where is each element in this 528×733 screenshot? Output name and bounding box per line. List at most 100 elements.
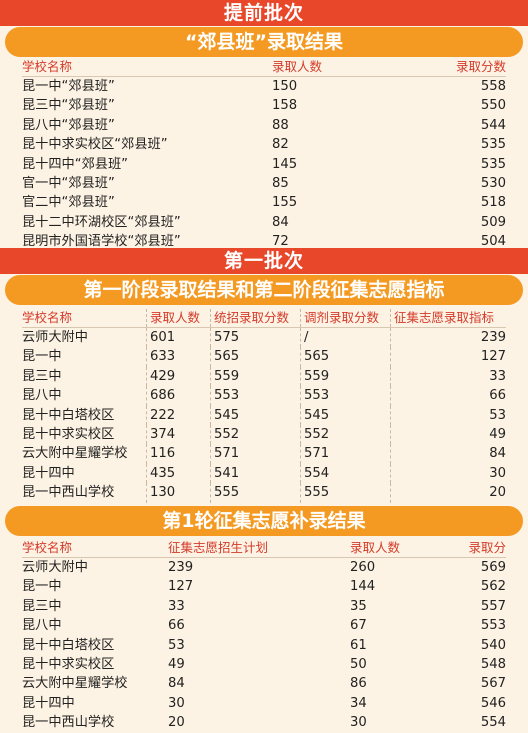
cell-school-name: 昆一中“郊县班” [22,79,115,94]
col-admission-score: 录取分 [468,540,506,555]
cell-admitted-count: 30 [350,715,367,731]
table-row: 昆十四中 30 34 546 [22,694,506,713]
table-header: 学校名称 录取人数 录取分数 [22,58,506,77]
table-header: 学校名称 征集志愿招生计划 录取人数 录取分 [22,539,506,558]
cell-solicitation-quota: 30 [390,463,506,484]
cell-adjusted-score: 565 [300,347,390,367]
table-county-class: 学校名称 录取人数 录取分数 昆一中“郊县班” 150 558 昆三中“郊县班” 158… [22,58,506,252]
table-row: 昆十四中“郊县班” 145 535 [22,155,506,174]
table-first-batch: 学校名称 录取人数 统招录取分数 调剂录取分数 征集志愿录取指标 云师大附中 60… [22,309,506,503]
table-row: 昆一中 633 565 565 127 [22,347,506,367]
cell-adjusted-score: / [300,328,390,348]
cell-adjusted-score: 571 [300,444,390,464]
cell-unified-score: 552 [210,424,300,445]
cell-school-name: 昆十中白塔校区 [22,637,115,653]
cell-admitted-count: 35 [350,598,367,614]
cell-admission-score: 504 [480,234,506,250]
cell-admitted-count: 116 [146,444,210,464]
cell-school-name: 官二中“郊县班” [22,195,115,211]
table-row: 昆十中求实校区“郊县班” 82 535 [22,135,506,154]
table-row: 官二中“郊县班” 155 518 [22,193,506,212]
cell-adjusted-score: 554 [300,463,390,484]
table-row: 昆十中白塔校区 53 61 540 [22,636,506,655]
cell-admitted-count: 155 [272,195,298,211]
table-row: 昆八中 686 553 553 66 [22,386,506,406]
cell-school-name: 昆一中 [22,579,62,595]
table-row: 昆一中西山学校 20 30 554 [22,713,506,732]
cell-solicitation-quota: 239 [390,328,506,348]
col-school-name: 学校名称 [22,59,73,74]
cell-school-name: 昆八中“郊县班” [22,117,115,133]
cell-school-name: 昆一中西山学校 [22,485,115,501]
cell-admitted-count: 601 [146,328,210,348]
col-unified-score: 统招录取分数 [210,309,300,327]
cell-admitted-count: 61 [350,637,367,653]
subtitle-supplementary-round: 第1轮征集志愿补录结果 [5,506,523,536]
cell-school-name: 昆十中求实校区 [22,656,115,672]
col-admitted-count: 录取人数 [272,59,323,74]
cell-school-name: 昆十四中 [22,465,75,481]
table-row: 官一中“郊县班” 85 530 [22,174,506,193]
cell-school-name: 昆十中白塔校区 [22,407,115,423]
cell-admission-score: 509 [480,214,506,230]
table-row: 昆十中求实校区 374 552 552 49 [22,424,506,445]
cell-unified-score: 559 [210,366,300,387]
cell-admitted-count: 145 [272,156,298,172]
cell-solicitation-quota: 53 [390,405,506,425]
cell-admitted-count: 72 [272,234,289,250]
cell-school-name: 昆三中 [22,368,62,384]
cell-adjusted-score: 555 [300,483,390,503]
cell-unified-score: 565 [210,347,300,367]
cell-school-name: 云师大附中 [22,560,88,575]
table-row: 昆十四中 435 541 554 30 [22,463,506,484]
cell-school-name: 昆三中“郊县班” [22,98,115,114]
cell-solicitation-plan: 49 [168,656,185,672]
cell-admitted-count: 260 [350,560,376,575]
cell-school-name: 昆十四中 [22,695,75,711]
cell-school-name: 云大附中星耀学校 [22,446,128,462]
cell-admitted-count: 158 [272,98,298,114]
cell-admitted-count: 84 [272,214,289,230]
cell-school-name: 官一中“郊县班” [22,175,115,191]
table-row: 昆十中白塔校区 222 545 545 53 [22,405,506,425]
cell-admitted-count: 633 [146,347,210,367]
cell-solicitation-plan: 30 [168,695,185,711]
cell-admitted-count: 67 [350,618,367,634]
cell-admission-score: 562 [480,579,506,595]
cell-school-name: 云师大附中 [22,330,88,345]
col-school-name: 学校名称 [22,310,73,325]
cell-admitted-count: 88 [272,117,289,133]
cell-admission-score: 558 [480,79,506,94]
cell-unified-score: 571 [210,444,300,464]
table-row: 昆三中 429 559 559 33 [22,366,506,387]
cell-solicitation-plan: 53 [168,637,185,653]
cell-admission-score: 567 [480,676,506,692]
cell-school-name: 昆八中 [22,388,62,404]
subtitle-county-class: “郊县班”录取结果 [5,27,523,57]
col-solicitation-plan: 征集志愿招生计划 [168,540,269,555]
col-school-name: 学校名称 [22,540,73,555]
col-admitted-count: 录取人数 [146,309,210,327]
cell-admitted-count: 150 [272,79,298,94]
cell-admission-score: 535 [480,156,506,172]
cell-school-name: 昆八中 [22,618,62,634]
cell-admitted-count: 374 [146,424,210,445]
table-row: 昆三中“郊县班” 158 550 [22,96,506,115]
cell-adjusted-score: 553 [300,386,390,406]
cell-admission-score: 548 [480,656,506,672]
cell-school-name: 昆十四中“郊县班” [22,156,128,172]
subtitle-stage-results: 第一阶段录取结果和第二阶段征集志愿指标 [5,275,523,305]
cell-admitted-count: 686 [146,386,210,406]
cell-admission-score: 557 [480,598,506,614]
cell-admission-score: 535 [480,137,506,153]
cell-school-name: 昆一中西山学校 [22,715,115,731]
table-row: 昆三中 33 35 557 [22,597,506,616]
table-row: 昆八中“郊县班” 88 544 [22,116,506,135]
cell-admitted-count: 130 [146,483,210,503]
table-row: 云师大附中 239 260 569 [22,558,506,577]
cell-admission-score: 540 [480,637,506,653]
table-supplementary: 学校名称 征集志愿招生计划 录取人数 录取分 云师大附中 239 260 569 昆一中… [22,539,506,733]
cell-admitted-count: 435 [146,463,210,484]
cell-admitted-count: 50 [350,656,367,672]
